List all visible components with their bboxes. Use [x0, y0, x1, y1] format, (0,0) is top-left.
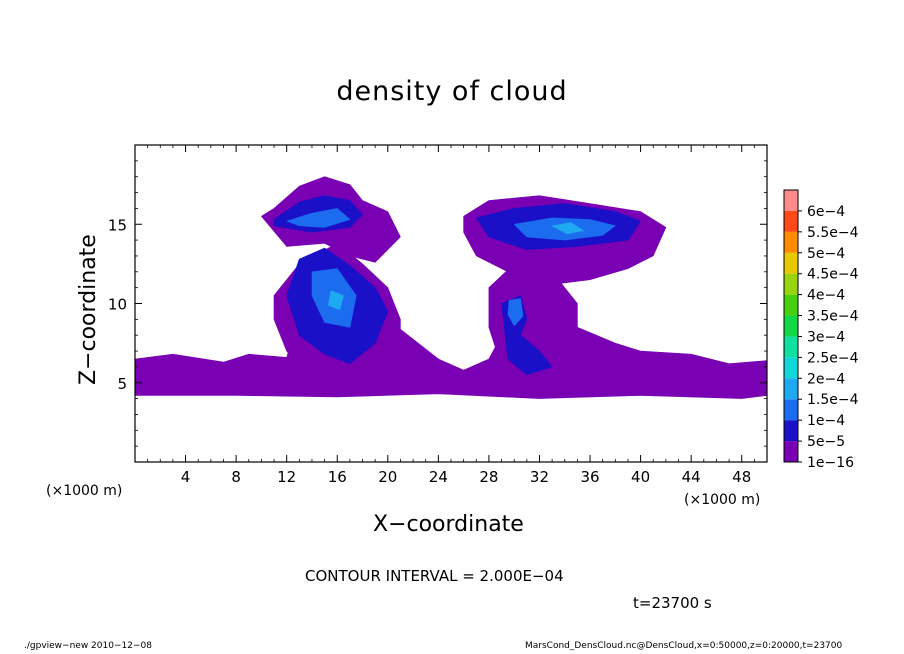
- colorbar-label: 3e−4: [807, 329, 845, 345]
- colorbar-swatch: [784, 190, 798, 211]
- colorbar-label: 5e−5: [807, 434, 845, 450]
- colorbar-label: 4e−4: [807, 288, 845, 304]
- y-tick-label: 10: [108, 296, 127, 314]
- colorbar-swatch: [784, 420, 798, 442]
- colorbar-swatch: [784, 273, 798, 295]
- y-tick-label: 5: [117, 375, 127, 393]
- x-tick-label: 8: [231, 468, 241, 486]
- colorbar-swatch: [784, 399, 798, 421]
- colorbar-label: 2e−4: [807, 371, 845, 387]
- x-tick-label: 12: [277, 468, 296, 486]
- x-tick-label: 28: [479, 468, 498, 486]
- contour-region: [551, 222, 585, 235]
- x-tick-label: 48: [732, 468, 751, 486]
- contour-interval-label: CONTOUR INTERVAL = 2.000E−04: [305, 567, 564, 585]
- plot-area-background: [135, 145, 767, 462]
- colorbar-swatch: [784, 441, 798, 462]
- colorbar-label: 3.5e−4: [807, 309, 859, 325]
- colorbar-swatch: [784, 252, 798, 274]
- x-tick-label: 24: [429, 468, 448, 486]
- colorbar: 1e−16 5e−5 1e−4 1.5e−4 2e−4 2.5e−4 3e−4 3.5e−4 4…: [783, 189, 859, 471]
- footer-source-label: MarsCond_DensCloud.nc@DensCloud,x=0:5000…: [525, 641, 843, 651]
- contour-regions: [135, 176, 767, 399]
- colorbar-swatch: [784, 294, 798, 316]
- colorbar-swatch: [784, 210, 798, 232]
- colorbar-label: 2.5e−4: [807, 350, 859, 366]
- x-tick-label: 36: [580, 468, 599, 486]
- colorbar-swatch: [784, 231, 798, 253]
- colorbar-label: 1.5e−4: [807, 392, 859, 408]
- colorbar-label: 4.5e−4: [807, 267, 859, 283]
- contour-region: [328, 290, 344, 311]
- colorbar-label: 1e−4: [807, 413, 845, 429]
- x-axis-ticks: 4 8 12 16 20 24 28 32 36 40 44 48: [147, 145, 755, 486]
- y-axis-ticks: 5 10 15: [108, 160, 767, 447]
- footer-command-label: ./gpview−new 2010−12−08: [24, 641, 152, 651]
- contour-region: [286, 208, 351, 228]
- colorbar-swatch: [784, 336, 798, 358]
- colorbar-swatch: [784, 315, 798, 337]
- y-tick-label: 15: [108, 216, 127, 234]
- colorbar-label: 5.5e−4: [807, 225, 859, 241]
- y-axis-label: Z−coordinate: [76, 234, 101, 385]
- time-label: t=23700 s: [633, 594, 712, 612]
- x-tick-label: 20: [378, 468, 397, 486]
- contour-region: [507, 298, 524, 327]
- colorbar-swatch: [784, 357, 798, 379]
- colorbar-swatch: [784, 378, 798, 400]
- colorbar-frame: [783, 189, 799, 463]
- x-tick-label: 4: [181, 468, 191, 486]
- x-unit-label-left: (×1000 m): [46, 483, 123, 499]
- x-tick-label: 44: [682, 468, 701, 486]
- colorbar-label: 6e−4: [807, 204, 845, 220]
- x-unit-label-right: (×1000 m): [684, 492, 761, 508]
- x-axis-label: X−coordinate: [373, 512, 524, 537]
- chart-title: density of cloud: [336, 76, 568, 107]
- x-tick-label: 40: [631, 468, 650, 486]
- colorbar-label: 1e−16: [807, 455, 854, 471]
- x-tick-label: 16: [328, 468, 347, 486]
- x-tick-label: 32: [530, 468, 549, 486]
- colorbar-label: 5e−4: [807, 246, 845, 262]
